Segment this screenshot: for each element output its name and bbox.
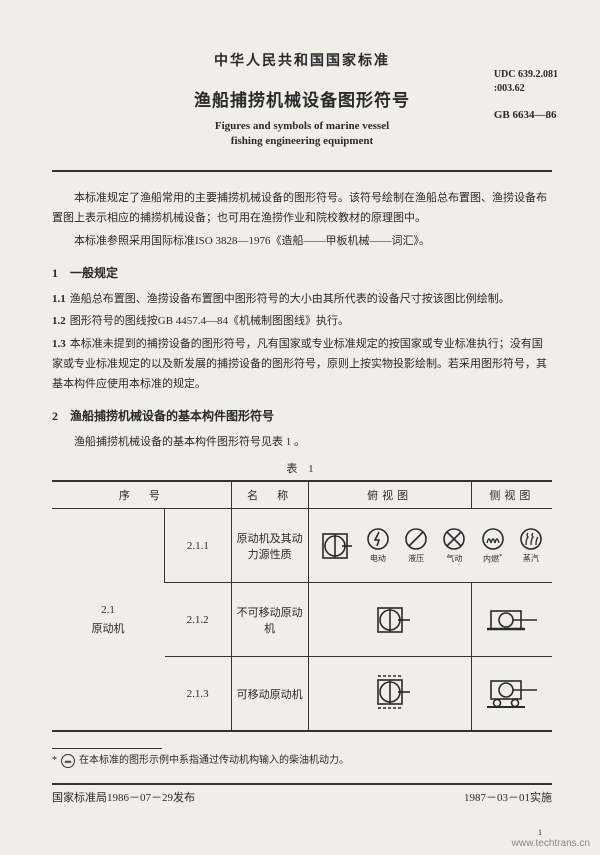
page-content: 中华人民共和国国家标准 UDC 639.2.081 :003.62 GB 663… — [0, 0, 600, 835]
col-side-view: 侧视图 — [471, 481, 552, 509]
footer-issued: 国家标准局1986－07－29发布 — [52, 789, 195, 805]
row-num: 2.1.1 — [165, 509, 232, 583]
country-title: 中华人民共和国国家标准 — [52, 50, 552, 70]
symbol-cell-side — [471, 657, 552, 731]
pneumatic-icon — [442, 527, 466, 551]
title-en-line2: fishing engineering equipment — [52, 134, 552, 149]
header-divider — [52, 170, 552, 172]
section-2-lead: 渔船捕捞机械设备的基本构件图形符号见表 1 。 — [52, 432, 552, 452]
symbol-cell-top: 电动 液压 气动 — [308, 509, 552, 583]
symbol-label: 电动 — [370, 553, 386, 564]
clause-num: 1.2 — [52, 315, 66, 327]
clause-text: 本标准未提到的捕捞设备的图形符号，凡有国家或专业标准规定的按国家或专业标准执行；… — [52, 338, 547, 391]
electric-icon — [366, 527, 390, 551]
title-zh: 渔船捕捞机械设备图形符号 — [52, 86, 552, 111]
fixed-mover-top-icon — [370, 600, 410, 640]
watermark: www.techtrans.cn — [512, 838, 590, 849]
movable-mover-top-icon — [370, 672, 410, 716]
header-block: 中华人民共和国国家标准 UDC 639.2.081 :003.62 GB 663… — [52, 50, 552, 150]
hydraulic-icon — [404, 527, 428, 551]
symbol-pneumatic: 气动 — [442, 527, 466, 564]
table-caption: 表 1 — [52, 460, 552, 476]
symbol-steam: 蒸汽 — [519, 527, 543, 564]
internal-combustion-icon — [481, 527, 505, 551]
table-row: 2.1 原动机 2.1.1 原动机及其动力源性质 电动 — [52, 509, 552, 583]
fixed-mover-side-icon — [483, 603, 541, 637]
footnote-rule — [52, 748, 162, 749]
udc-label: UDC — [494, 69, 516, 80]
clause-num: 1.1 — [52, 293, 66, 305]
classification-codes: UDC 639.2.081 :003.62 GB 6634—86 — [494, 68, 558, 123]
group-cell: 2.1 原动机 — [52, 509, 165, 731]
symbol-cell-side — [471, 583, 552, 657]
gb-code: GB 6634—86 — [494, 108, 558, 123]
clause-1-3: 1.3本标准未提到的捕捞设备的图形符号，凡有国家或专业标准规定的按国家或专业标准… — [52, 334, 552, 395]
row-name: 原动机及其动力源性质 — [231, 509, 308, 583]
symbol-label: 液压 — [408, 553, 424, 564]
table-header-row: 序 号 名 称 俯视图 侧视图 — [52, 481, 552, 509]
title-en: Figures and symbols of marine vessel fis… — [52, 119, 552, 150]
col-top-view: 俯视图 — [308, 481, 471, 509]
page-number: 1 — [538, 828, 542, 837]
symbol-label: 气动 — [446, 553, 462, 564]
row-num: 2.1.2 — [165, 583, 232, 657]
clause-1-1: 1.1 渔船总布置图、渔捞设备布置图中图形符号的大小由其所代表的设备尺寸按该图比例… — [52, 289, 552, 309]
title-en-line1: Figures and symbols of marine vessel — [52, 119, 552, 134]
footnote-mark: * — [52, 753, 57, 769]
symbol-label: 内燃* — [483, 553, 502, 565]
row-num: 2.1.3 — [165, 657, 232, 731]
symbol-cell-top — [308, 657, 471, 731]
footer-effective: 1987－03－01实施 — [464, 789, 552, 805]
clause-text: 图形符号的图线按GB 4457.4—84《机械制图图线》执行。 — [70, 315, 349, 327]
symbol-hydraulic: 液压 — [404, 527, 428, 564]
col-sequence: 序 号 — [52, 481, 231, 509]
group-label: 原动机 — [54, 622, 162, 636]
symbols-table: 序 号 名 称 俯视图 侧视图 2.1 原动机 2.1.1 原动机及其动力源性质 — [52, 480, 552, 732]
clause-text: 渔船总布置图、渔捞设备布置图中图形符号的大小由其所代表的设备尺寸按该图比例绘制。 — [70, 293, 510, 305]
symbol-cell-top — [308, 583, 471, 657]
symbol-internal-combustion: 内燃* — [481, 527, 505, 565]
footnote-text: 在本标准的图形示例中系指通过传动机构输入的柴油机动力。 — [79, 753, 349, 769]
udc-code: UDC 639.2.081 :003.62 — [494, 68, 558, 96]
row-name: 可移动原动机 — [231, 657, 308, 731]
symbol-label: 蒸汽 — [523, 553, 539, 564]
section-2-heading: 2 渔船捕捞机械设备的基本构件图形符号 — [52, 407, 552, 424]
row-name: 不可移动原动机 — [231, 583, 308, 657]
symbol-row: 电动 液压 气动 — [311, 527, 551, 565]
clause-1-2: 1.2 图形符号的图线按GB 4457.4—84《机械制图图线》执行。 — [52, 311, 552, 331]
footnote: * 在本标准的图形示例中系指通过传动机构输入的柴油机动力。 — [52, 753, 552, 769]
intro-paragraph-2: 本标准参照采用国际标准ISO 3828—1976《造船——甲板机械——词汇》。 — [52, 231, 552, 251]
movable-mover-side-icon — [483, 675, 541, 713]
footer-bar: 国家标准局1986－07－29发布 1987－03－01实施 — [52, 783, 552, 805]
steam-icon — [519, 527, 543, 551]
intro-paragraph-1: 本标准规定了渔船常用的主要捕捞机械设备的图形符号。该符号绘制在渔船总布置图、渔捞… — [52, 188, 552, 229]
group-num: 2.1 — [54, 603, 162, 617]
prime-mover-base-icon — [318, 529, 352, 563]
col-name: 名 称 — [231, 481, 308, 509]
clause-num: 1.3 — [52, 338, 66, 350]
section-1-heading: 1 一般规定 — [52, 264, 552, 281]
footnote-ic-icon — [61, 754, 75, 768]
symbol-electric: 电动 — [366, 527, 390, 564]
